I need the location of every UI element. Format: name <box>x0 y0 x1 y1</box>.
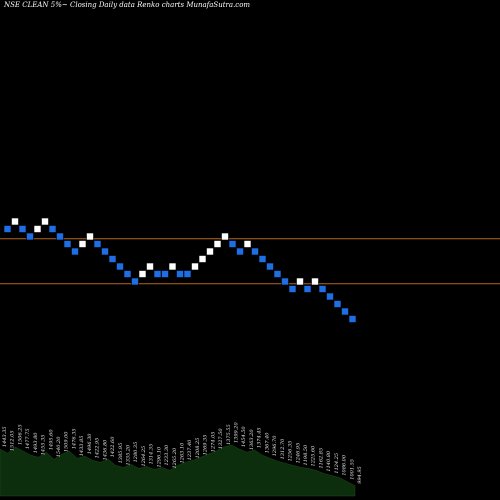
price-label: 1495.60 <box>48 429 54 450</box>
renko-brick-down <box>183 270 192 278</box>
price-label: 1433.85 <box>79 436 85 457</box>
price-label: 1327.50 <box>218 428 224 449</box>
renko-brick-down <box>303 285 312 293</box>
price-label: 1140.80 <box>326 450 332 471</box>
renko-brick-down <box>116 262 124 271</box>
price-label: 1506.25 <box>17 424 23 445</box>
price-label: 1422.60 <box>110 436 116 457</box>
renko-brick-up <box>213 240 222 248</box>
renko-brick-up <box>168 262 177 271</box>
price-label: 1246.95 <box>295 443 301 464</box>
renko-brick-down <box>251 247 259 256</box>
price-label: 1496.30 <box>87 433 93 454</box>
price-label: 1265.20 <box>172 447 178 468</box>
price-label: 1269.35 <box>203 435 209 456</box>
price-label: 1509.00 <box>64 431 70 452</box>
renko-brick-up <box>206 247 214 256</box>
price-label: 1237.40 <box>187 439 193 460</box>
price-label: 1225.60 <box>311 445 317 466</box>
price-label: 1233.30 <box>164 444 170 465</box>
renko-brick-down <box>48 225 57 233</box>
volume-area <box>0 444 356 497</box>
price-label: 1312.70 <box>280 438 286 459</box>
price-label: 1296.70 <box>272 435 278 456</box>
renko-brick-down <box>258 255 267 263</box>
price-label: 1124.25 <box>334 453 340 474</box>
price-label: 1296.10 <box>156 446 162 467</box>
price-label: 1001.55 <box>349 459 355 480</box>
price-label: 1198.50 <box>303 444 309 465</box>
price-label: 1455.35 <box>41 435 47 456</box>
renko-brick-down <box>318 285 327 293</box>
price-label: 1162.85 <box>318 448 324 469</box>
renko-brick-up <box>198 255 207 263</box>
price-label: 1367.40 <box>264 432 270 453</box>
price-label: 1256.35 <box>288 441 294 462</box>
price-label: 1280.35 <box>133 442 139 463</box>
price-label: 994.95 <box>357 466 363 484</box>
price-label: 1263.10 <box>180 442 186 463</box>
renko-brick-down <box>333 300 342 308</box>
price-label: 1208.25 <box>195 438 201 459</box>
price-label: 1476.35 <box>71 428 77 449</box>
price-label: 1274.05 <box>210 431 216 452</box>
renko-brick-down <box>236 247 244 256</box>
price-label: 1512.05 <box>10 430 16 451</box>
chart-title: NSE CLEAN 5%~ Closing Daily data Renko c… <box>4 1 251 9</box>
renko-brick-up <box>78 240 87 248</box>
price-label: 1436.80 <box>102 439 108 460</box>
renko-brick-up <box>146 262 154 271</box>
renko-brick-up <box>41 217 49 226</box>
price-label: 1335.20 <box>125 444 131 465</box>
renko-brick-down <box>176 270 184 278</box>
renko-brick-up <box>221 232 229 241</box>
renko-brick-down <box>56 232 64 241</box>
renko-brick-down <box>326 292 334 301</box>
price-label: 1375.55 <box>226 424 232 445</box>
renko-brick-down <box>348 315 357 323</box>
price-label: 1399.20 <box>234 422 240 443</box>
price-label: 1493.80 <box>33 432 39 453</box>
renko-brick-up <box>296 277 304 286</box>
renko-brick-down <box>273 270 282 278</box>
renko-brick-down <box>71 247 79 256</box>
renko-brick-down <box>93 240 102 248</box>
renko-brick-up <box>33 225 42 233</box>
price-label: 1443.35 <box>2 426 8 447</box>
price-label: 1477.75 <box>25 428 31 449</box>
renko-brick-down <box>161 270 169 278</box>
price-label: 1540.20 <box>56 436 62 457</box>
renko-brick-up <box>243 240 252 248</box>
renko-brick-down <box>63 240 72 248</box>
price-label: 1422.95 <box>95 438 101 459</box>
renko-brick-down <box>281 277 289 286</box>
renko-brick-down <box>131 277 139 286</box>
renko-brick-up <box>311 277 319 286</box>
renko-brick-down <box>101 247 109 256</box>
renko-brick-up <box>138 270 147 278</box>
renko-brick-down <box>3 225 12 233</box>
renko-brick-down <box>153 270 162 278</box>
renko-brick-down <box>341 307 349 316</box>
renko-brick-down <box>108 255 117 263</box>
price-label: 1086.00 <box>342 454 348 475</box>
renko-brick-down <box>288 285 297 293</box>
renko-brick-up <box>86 232 94 241</box>
renko-brick-down <box>228 240 237 248</box>
renko-brick-down <box>266 262 274 271</box>
price-label: 1374.45 <box>257 427 263 448</box>
price-label: 1454.50 <box>241 426 247 447</box>
price-label: 1264.25 <box>141 446 147 467</box>
price-label: 1363.20 <box>249 429 255 450</box>
price-label: 1314.35 <box>149 444 155 465</box>
renko-brick-down <box>123 270 132 278</box>
renko-brick-up <box>11 217 19 226</box>
renko-brick-down <box>26 232 34 241</box>
renko-brick-down <box>18 225 27 233</box>
price-label: 1385.95 <box>118 443 124 464</box>
renko-brick-up <box>191 262 199 271</box>
